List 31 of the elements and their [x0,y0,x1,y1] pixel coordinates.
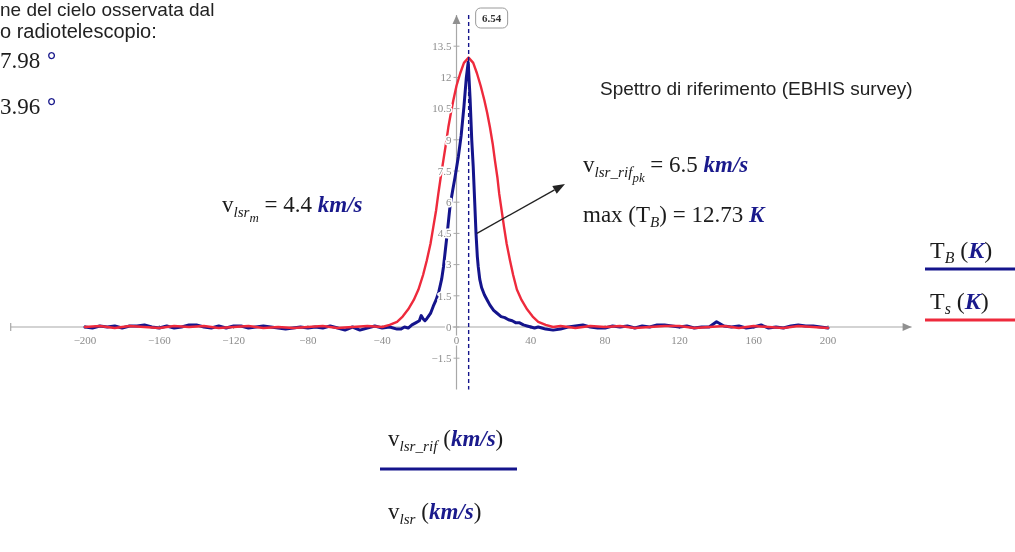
text: v$_{lsr_rif}$ (km/s) v$_{lsr}$ (km/s) [388,426,504,528]
x-tick-label: −40 [373,334,392,346]
annotation: ne del cielo osservata dal [0,0,215,20]
annotation: v$_{lsr_rif}$$_{pk}$ = 6.5 km/s [583,152,749,186]
annotation: 7.98 ° [0,48,56,73]
y-tick-label: 9 [446,133,453,146]
x-tick-label: 160 [745,334,763,346]
y-tick-label: 12 [440,71,452,84]
text: Spettro di riferimento (EBHIS survey) [600,78,913,99]
x-tick-label: 200 [819,334,837,346]
annotation: max (T$_{B}$) = 12.73 K [583,202,766,231]
x-tick-label: −200 [73,334,97,346]
y-tick-label: −1.5 [431,352,452,365]
x-tick-label: 120 [671,334,689,346]
annotation: v$_{lsr}$$_{m}$ = 4.4 km/s [222,192,363,226]
x-tick-label: −80 [299,334,317,346]
y-tick-label: 3 [446,258,453,271]
annotation: o radiotelescopio: [0,20,157,42]
x-tick-label: −160 [147,334,172,346]
ref-line-label: 6.54 [482,12,502,24]
x-tick-label: 80 [599,334,612,346]
y-tick-label: 1.5 [437,289,453,302]
y-tick-label: 13.5 [432,40,453,53]
text: T$_{B}$ (K) [930,237,993,267]
x-tick-label: 40 [525,334,537,346]
x-tick-label: −120 [222,334,246,346]
y-tick-label: 6 [446,196,453,209]
text: T$_{s}$ (K) [930,288,989,318]
annotation: 3.96 ° [0,94,56,119]
y-tick-label: 10.5 [432,102,453,115]
y-tick-label: 0 [446,320,453,333]
